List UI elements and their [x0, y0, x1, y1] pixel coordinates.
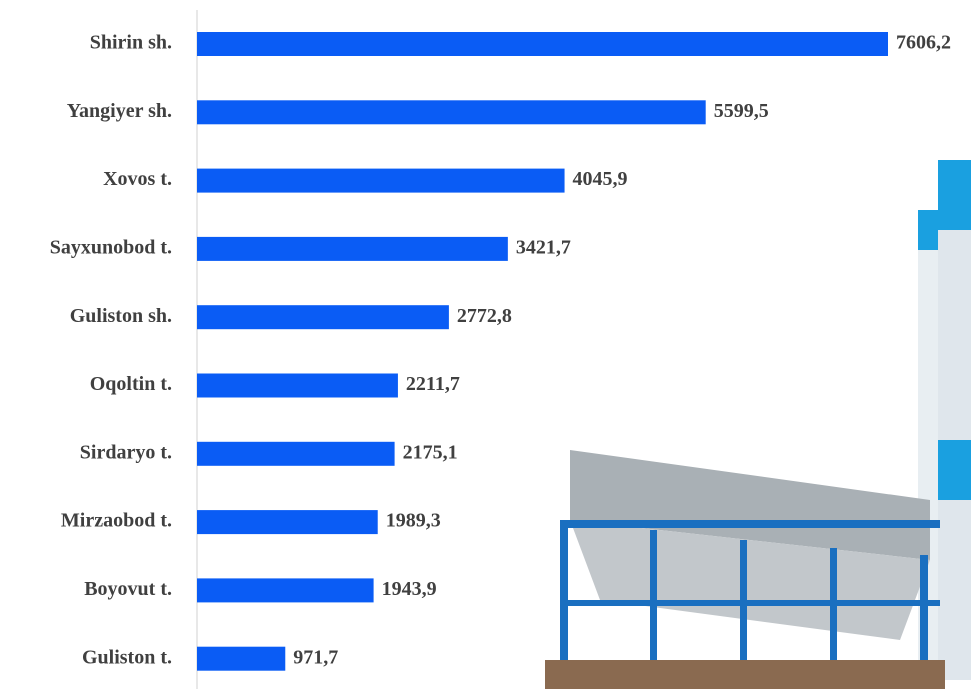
plant-illustration — [545, 160, 971, 689]
bar — [197, 646, 286, 671]
category-label: Oqoltin t. — [90, 373, 172, 395]
category-label: Boyovut t. — [84, 578, 172, 600]
bar — [197, 578, 374, 603]
bar — [197, 168, 565, 193]
category-label: Guliston t. — [82, 646, 172, 668]
category-label: Shirin sh. — [90, 32, 172, 54]
category-label: Sirdaryo t. — [80, 441, 172, 463]
category-label: Xovos t. — [103, 168, 172, 190]
bar — [197, 236, 508, 261]
category-label: Sayxunobod t. — [50, 236, 172, 258]
value-label: 3421,7 — [516, 236, 571, 258]
category-label: Mirzaobod t. — [61, 510, 172, 532]
value-label: 2772,8 — [457, 305, 512, 327]
value-label: 7606,2 — [896, 32, 951, 54]
value-label: 2211,7 — [406, 373, 460, 395]
bar — [197, 510, 378, 535]
value-label: 1989,3 — [386, 510, 441, 532]
category-label: Yangiyer sh. — [67, 100, 172, 122]
bar — [197, 100, 706, 125]
bar — [197, 373, 398, 398]
bar — [197, 32, 888, 56]
value-label: 2175,1 — [403, 441, 458, 463]
value-label: 5599,5 — [714, 100, 769, 122]
bar — [197, 441, 395, 466]
category-label: Guliston sh. — [70, 305, 172, 327]
bar — [197, 305, 449, 330]
value-label: 4045,9 — [573, 168, 628, 190]
value-label: 971,7 — [293, 646, 338, 668]
value-label: 1943,9 — [382, 578, 437, 600]
